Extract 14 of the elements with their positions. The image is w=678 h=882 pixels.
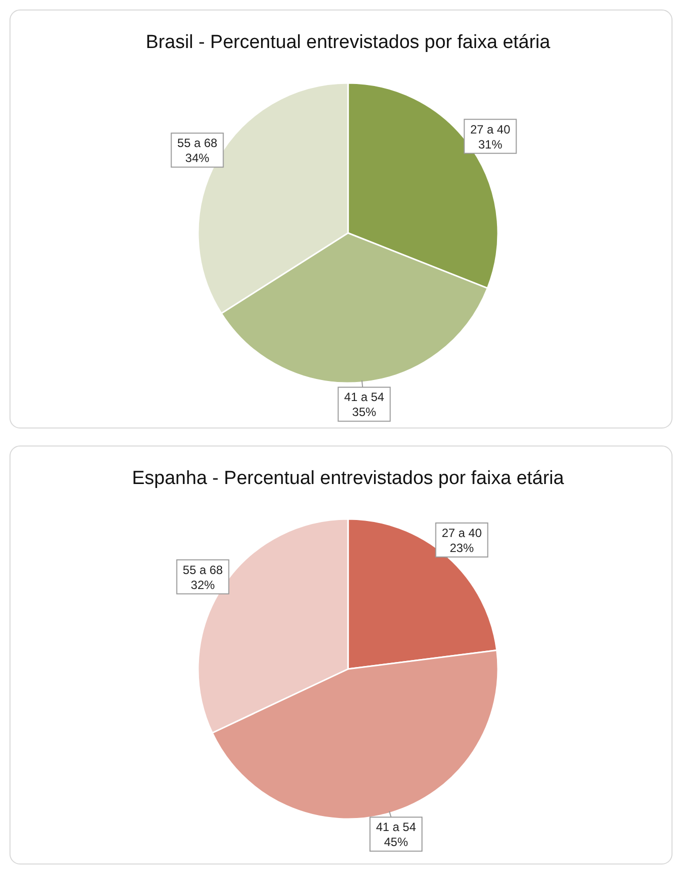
data-label: 45% [384, 835, 408, 850]
slice-label: 41 a 54 [376, 820, 416, 834]
data-label: 32% [190, 578, 216, 592]
slice-label: 55 a 68 [177, 136, 218, 150]
slice-label: 27 a 40 [442, 526, 482, 540]
data-label: 35% [352, 405, 377, 420]
data-label: 34% [185, 151, 210, 166]
slice-label: 55 a 68 [182, 562, 224, 577]
slice-label: 27 a 40 [470, 122, 511, 136]
chart-title: Espanha - Percentual entrevistados por faixa etária [132, 468, 564, 489]
chart-title: Brasil - Percentual entrevistados por faixa etária [146, 32, 551, 53]
data-label: 31% [478, 137, 503, 152]
data-label: 23% [450, 540, 474, 555]
slice-label: 41 a 54 [344, 390, 385, 404]
